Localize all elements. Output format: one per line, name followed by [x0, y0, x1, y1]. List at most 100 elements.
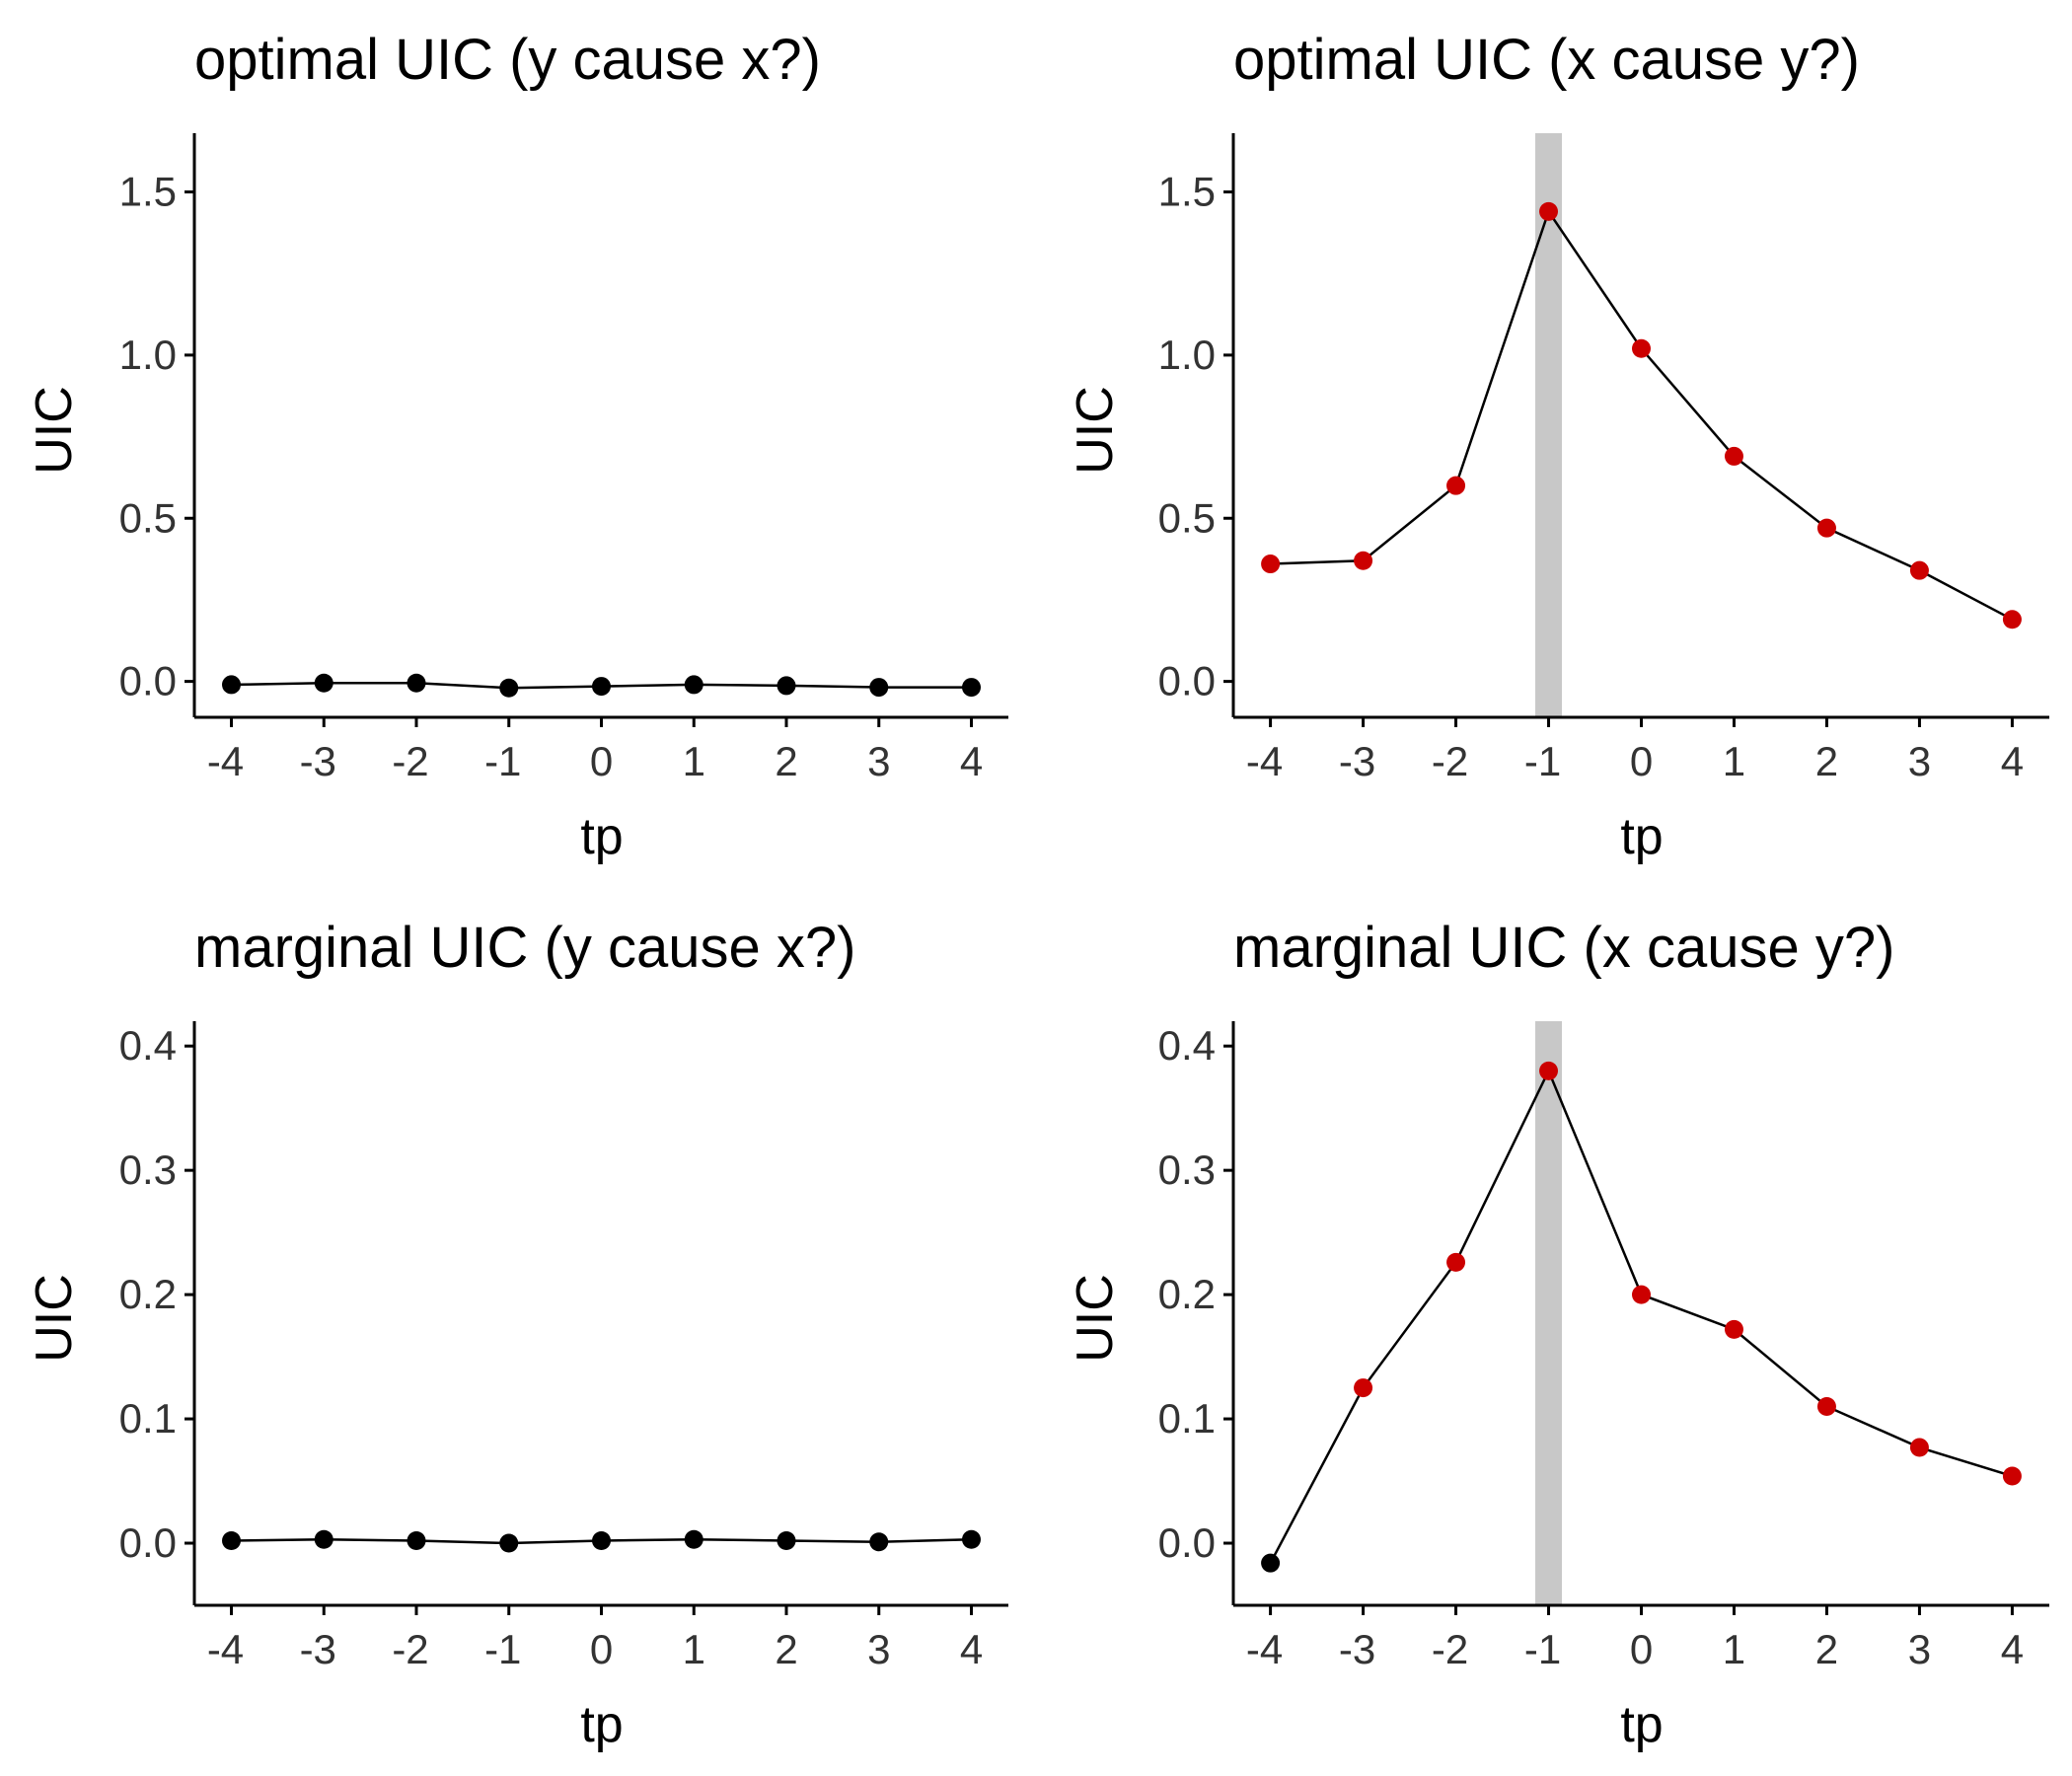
y-tick-label: 0.0 — [119, 1519, 177, 1566]
chart-title: marginal UIC (y cause x?) — [194, 916, 855, 980]
data-point — [222, 1531, 241, 1551]
x-tick-label: 4 — [960, 1626, 983, 1672]
series-line — [1269, 1068, 2013, 1564]
series-line — [1270, 208, 2013, 621]
x-tick-label: 3 — [867, 1626, 890, 1672]
highlight-band — [1535, 133, 1563, 717]
data-point — [592, 1531, 611, 1551]
x-axis-title: tp — [580, 808, 623, 865]
y-tick-label: 0.3 — [119, 1147, 177, 1193]
x-tick-label: 0 — [590, 738, 613, 784]
chart-title: optimal UIC (y cause x?) — [194, 28, 821, 92]
x-tick-label: 2 — [775, 1626, 797, 1672]
y-tick-label: 0.3 — [1158, 1147, 1216, 1193]
x-tick-label: -3 — [300, 1626, 336, 1672]
data-point — [1539, 201, 1559, 221]
chart-svg: optimal UIC (y cause x?) tp UIC 0.0 0.5 1.… — [26, 28, 1008, 865]
data-point — [1724, 1319, 1743, 1339]
x-tick-label: -1 — [484, 738, 521, 784]
data-point — [1909, 560, 1929, 580]
y-axis-title: UIC — [26, 386, 83, 475]
data-point — [499, 678, 519, 698]
data-point — [869, 1532, 889, 1552]
data-point — [1816, 518, 1836, 538]
x-tick-label: 1 — [1723, 1626, 1745, 1672]
x-axis-title: tp — [580, 1696, 623, 1753]
data-point — [1816, 1396, 1836, 1416]
x-tick-label: 1 — [1723, 738, 1745, 784]
x-tick-label: 0 — [1630, 738, 1653, 784]
chart-title: optimal UIC (x cause y?) — [1233, 28, 1860, 92]
panel-optimal-y-cause-x: optimal UIC (y cause x?) tp UIC 0.0 0.5 1.… — [0, 0, 1036, 888]
y-tick-label: 0.0 — [1158, 1519, 1216, 1566]
y-tick-label: 0.0 — [1158, 658, 1216, 704]
y-axis-title: UIC — [1067, 386, 1124, 475]
data-point — [777, 676, 796, 696]
data-point — [1539, 1061, 1559, 1080]
x-tick-label: -4 — [1246, 738, 1283, 784]
data-point — [684, 675, 703, 695]
x-tick-label: -3 — [300, 738, 336, 784]
y-axis-title: UIC — [1067, 1274, 1124, 1363]
x-tick-label: -1 — [484, 1626, 521, 1672]
y-tick-label: 0.4 — [119, 1022, 177, 1069]
y-tick-label: 0.5 — [1158, 494, 1216, 541]
x-tick-label: 4 — [2001, 738, 2024, 784]
x-tick-label: -4 — [1246, 1626, 1283, 1672]
panel-marginal-x-cause-y: marginal UIC (x cause y?) tp UIC 0.0 0.1 0… — [1036, 888, 2072, 1776]
y-tick-label: 1.0 — [119, 332, 177, 378]
highlight-band — [1535, 1021, 1563, 1605]
y-tick-label: 0.4 — [1158, 1022, 1216, 1069]
data-point — [684, 1529, 703, 1549]
x-tick-label: -2 — [392, 738, 428, 784]
y-tick-label: 1.5 — [119, 169, 177, 215]
y-tick-label: 0.1 — [1158, 1395, 1216, 1442]
data-point — [2002, 610, 2022, 629]
data-point — [962, 1529, 981, 1549]
y-axis-title: UIC — [26, 1274, 83, 1363]
data-point — [1446, 1252, 1466, 1272]
x-tick-label: 3 — [1908, 738, 1931, 784]
x-tick-label: 0 — [1630, 1626, 1653, 1672]
y-tick-label: 0.0 — [119, 658, 177, 704]
x-tick-label: -4 — [207, 1626, 244, 1672]
x-tick-label: -2 — [1432, 1626, 1468, 1672]
x-tick-label: 2 — [775, 738, 797, 784]
chart-svg: optimal UIC (x cause y?) tp UIC 0.0 0.5 1.… — [1067, 28, 2049, 865]
x-tick-label: -3 — [1339, 738, 1375, 784]
x-tick-label: -2 — [392, 1626, 428, 1672]
data-point — [962, 678, 981, 698]
data-point — [869, 678, 889, 698]
x-tick-label: 2 — [1815, 1626, 1838, 1672]
data-point — [314, 673, 333, 693]
x-tick-label: 3 — [1908, 1626, 1931, 1672]
data-point — [1632, 338, 1651, 358]
data-point — [777, 1531, 796, 1551]
x-tick-label: -3 — [1339, 1626, 1375, 1672]
data-point — [407, 1531, 426, 1551]
data-point — [1446, 476, 1466, 495]
y-tick-label: 0.5 — [119, 494, 177, 541]
x-tick-label: 3 — [867, 738, 890, 784]
data-point — [1261, 1553, 1281, 1573]
x-tick-label: 4 — [960, 738, 983, 784]
y-tick-label: 0.1 — [119, 1395, 177, 1442]
x-tick-label: 1 — [683, 738, 705, 784]
data-point — [1354, 551, 1373, 570]
x-tick-label: -1 — [1524, 738, 1561, 784]
x-tick-label: 2 — [1815, 738, 1838, 784]
data-point — [314, 1529, 333, 1549]
y-tick-label: 0.2 — [119, 1271, 177, 1317]
data-point — [592, 677, 611, 697]
x-tick-label: 1 — [683, 1626, 705, 1672]
data-point — [499, 1533, 519, 1553]
x-tick-label: -1 — [1524, 1626, 1561, 1672]
y-tick-label: 1.5 — [1158, 169, 1216, 215]
x-axis-title: tp — [1620, 1696, 1663, 1753]
x-tick-label: 4 — [2001, 1626, 2024, 1672]
x-axis-title: tp — [1620, 808, 1663, 865]
data-point — [1909, 1438, 1929, 1457]
y-tick-label: 0.2 — [1158, 1271, 1216, 1317]
x-tick-label: -2 — [1432, 738, 1468, 784]
x-tick-label: 0 — [590, 1626, 613, 1672]
